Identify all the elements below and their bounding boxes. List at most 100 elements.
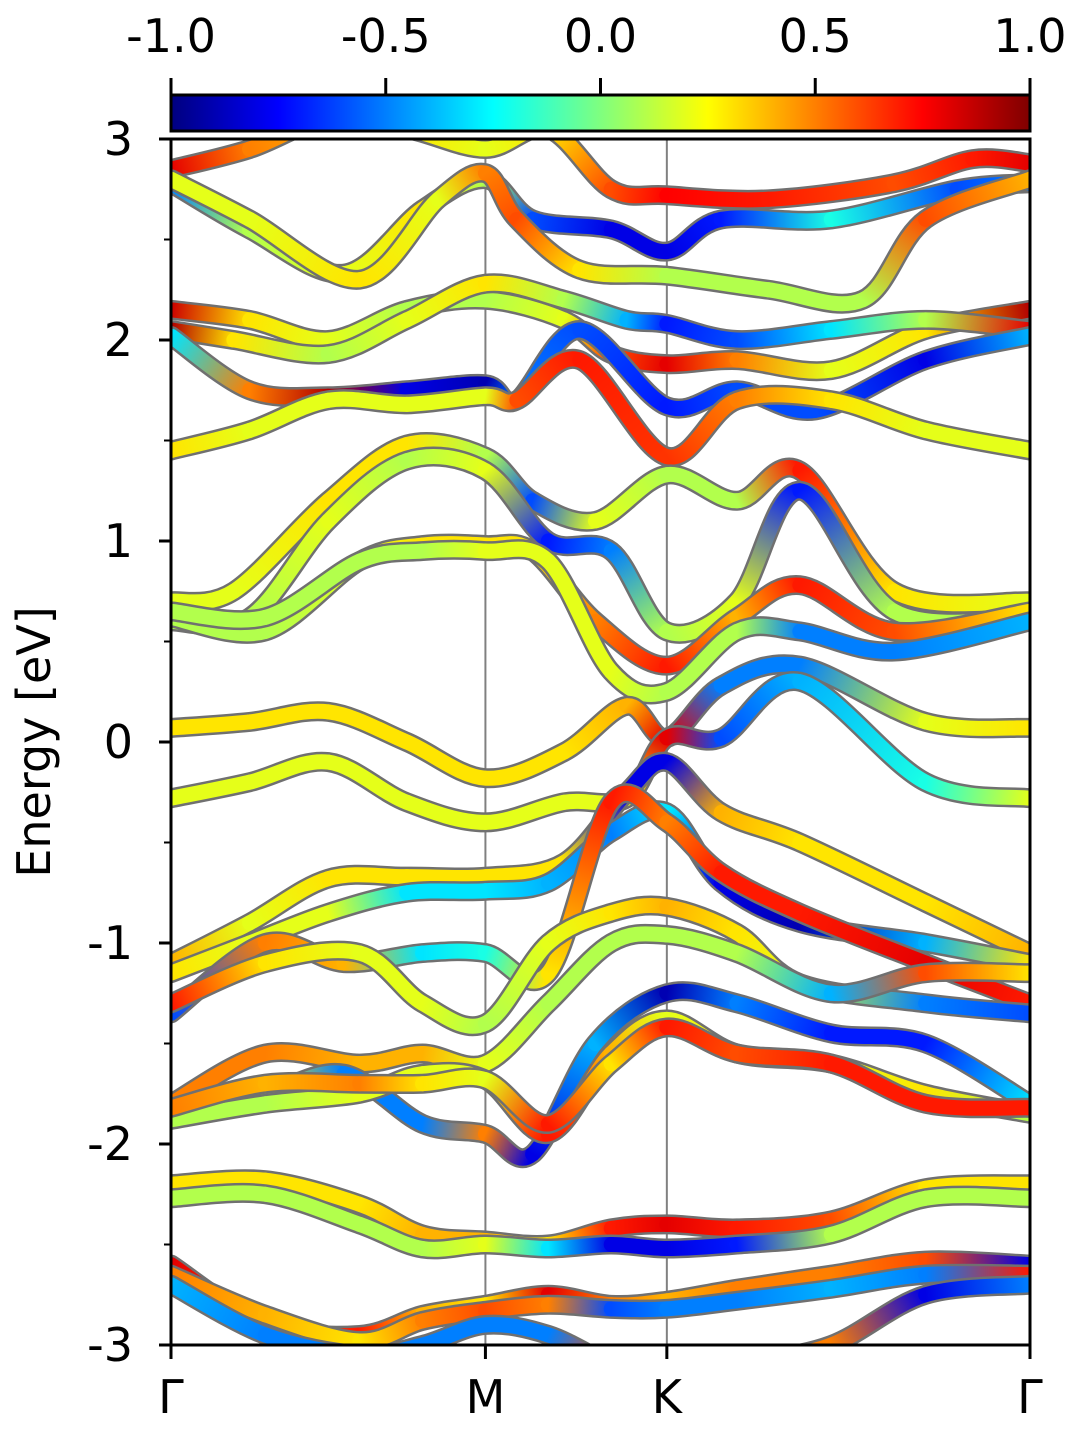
- band-segment: [171, 422, 258, 459]
- band-segment: [540, 533, 619, 559]
- band-segment: [659, 392, 745, 465]
- band-segment: [659, 623, 745, 700]
- band-segment: [713, 673, 808, 746]
- plot-area: 3 2 1 0 -1 -2 -3 Γ M K Γ: [87, 112, 1043, 1424]
- band-segment: [171, 302, 258, 328]
- y-axis: 3 2 1 0 -1 -2 -3: [87, 112, 171, 1372]
- band-segment: [572, 262, 675, 284]
- band-segment: [729, 1226, 839, 1252]
- band-5: [171, 273, 1030, 365]
- kpoint-label: Γ: [158, 1370, 184, 1424]
- kpoint-label: Γ: [1017, 1370, 1043, 1424]
- band-segment: [257, 1074, 368, 1092]
- band-segment: [729, 1212, 839, 1236]
- band-segment: [171, 141, 258, 177]
- band-segment: [918, 1176, 1030, 1196]
- band-segment: [918, 995, 1030, 1021]
- band-segment: [257, 1044, 368, 1072]
- band-segment: [540, 553, 619, 680]
- band-26: [171, 1274, 1030, 1345]
- band-segment: [729, 387, 839, 408]
- band-segment: [171, 714, 258, 736]
- band-segment: [171, 583, 242, 610]
- band-segment: [918, 895, 1030, 961]
- band-segment: [477, 995, 556, 1072]
- band-segment: [226, 332, 336, 363]
- band-25: [171, 1263, 1030, 1345]
- colorbar-tick-label: 1.0: [993, 9, 1066, 63]
- band-segment: [918, 1266, 1030, 1283]
- band-segment: [918, 935, 1030, 971]
- band-segment: [659, 268, 776, 298]
- band-segment: [242, 703, 336, 730]
- band-segment: [918, 1252, 1030, 1273]
- band-segment: [171, 1277, 273, 1343]
- band-segment: [352, 191, 446, 288]
- band-segment: [659, 1293, 745, 1317]
- band-segment: [729, 1046, 839, 1072]
- band-segment: [399, 734, 493, 786]
- kpoint-label: K: [652, 1370, 684, 1424]
- band-segment: [918, 171, 1030, 227]
- band-segment: [729, 322, 839, 348]
- band-segment: [792, 905, 934, 971]
- band-segment: [540, 1237, 619, 1257]
- colorbar-tick-label: -1.0: [126, 9, 216, 63]
- band-11: [171, 539, 1030, 705]
- band-segment: [823, 1287, 934, 1345]
- band-segment: [477, 875, 556, 899]
- band-segment: [171, 774, 258, 806]
- band-segment: [886, 583, 1030, 612]
- band-segment: [257, 1327, 337, 1345]
- band-segment: [792, 674, 934, 790]
- band-segment: [603, 543, 675, 639]
- band-segment: [603, 181, 675, 204]
- band-segment: [171, 603, 273, 628]
- band-segment: [477, 1297, 556, 1319]
- band-segment: [823, 1025, 934, 1051]
- kpoint-label: M: [466, 1370, 506, 1424]
- band-segment: [399, 794, 493, 830]
- band-segment: [823, 181, 965, 227]
- colorbar-tick-label: 0.5: [779, 9, 852, 63]
- band-segment: [603, 1216, 675, 1236]
- band-segment: [399, 883, 493, 901]
- band-segment: [572, 322, 675, 414]
- band-segment: [792, 483, 902, 619]
- band-segment: [792, 835, 934, 911]
- band-segment: [713, 656, 808, 694]
- band-segment: [918, 1188, 1030, 1206]
- band-segment: [886, 613, 1030, 660]
- band-segment: [713, 865, 808, 921]
- band-segment: [713, 804, 808, 850]
- band-segment: [659, 727, 729, 749]
- band-segment: [320, 453, 415, 529]
- band-segment: [855, 211, 934, 308]
- band-segment: [320, 867, 415, 887]
- band-segment: [477, 463, 556, 549]
- colorbar-tick-label: 0.0: [564, 9, 637, 63]
- band-segment: [540, 794, 619, 981]
- bands: [171, 139, 1030, 1345]
- band-segment: [257, 1186, 368, 1232]
- band-segment: [659, 983, 745, 1011]
- band-segment: [257, 553, 368, 625]
- band-segment: [659, 187, 776, 208]
- band-segment: [525, 1036, 603, 1162]
- band-segment: [242, 754, 336, 790]
- band-segment: [257, 1086, 368, 1112]
- band-segment: [713, 210, 839, 229]
- colorbar-gradient: [169, 93, 1032, 133]
- band-segment: [399, 869, 493, 886]
- band-segment: [603, 1301, 675, 1318]
- y-tick-label: -2: [87, 1117, 133, 1171]
- band-18: [171, 923, 1030, 1114]
- band-segment: [823, 1056, 934, 1112]
- band-segment: [171, 171, 258, 227]
- band-segment: [918, 1277, 1030, 1303]
- band-segment: [823, 1253, 934, 1283]
- band-segment: [415, 1237, 493, 1257]
- band-segment: [320, 391, 415, 412]
- band-segment: [392, 1337, 431, 1345]
- band-segment: [659, 609, 745, 674]
